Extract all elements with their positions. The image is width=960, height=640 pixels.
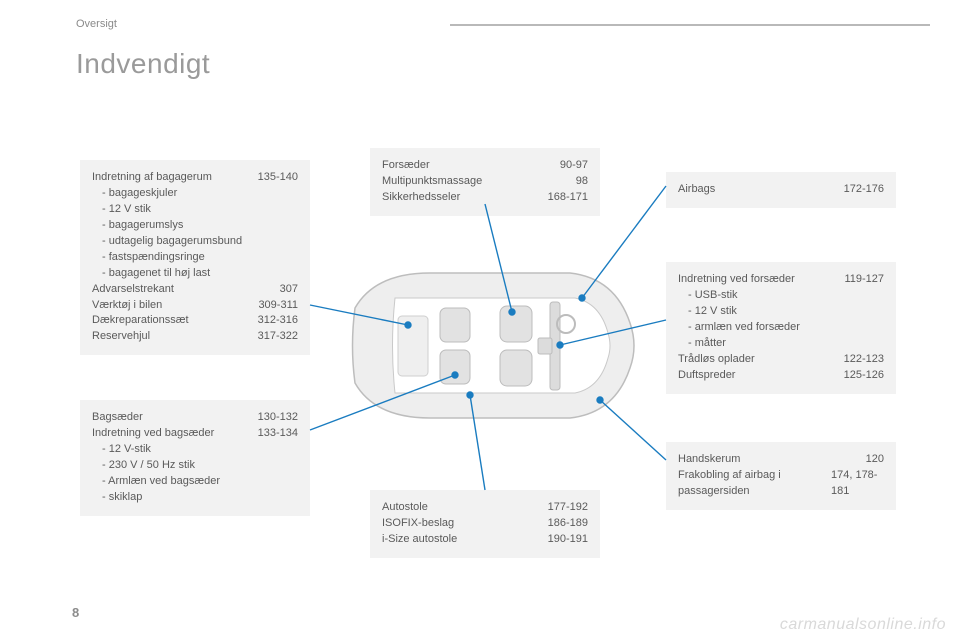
pages: 172-176 (844, 182, 884, 198)
label: Duftspreder (678, 368, 735, 384)
label: Bagsæder (92, 410, 143, 426)
label: Handskerum (678, 452, 740, 468)
list-item: 12 V stik (678, 304, 884, 320)
pages: 98 (576, 174, 588, 190)
pages: 177-192 (548, 500, 588, 516)
label: ISOFIX-beslag (382, 516, 454, 532)
pages: 133-134 (258, 426, 298, 442)
pages: 125-126 (844, 368, 884, 384)
label: Sikkerhedsseler (382, 190, 460, 206)
list-item: bagageskjuler (92, 186, 298, 202)
list-item: 12 V stik (92, 202, 298, 218)
page-number: 8 (72, 605, 79, 620)
pages: 90-97 (560, 158, 588, 174)
list-item: bagagenet til høj last (92, 266, 298, 282)
trunk-main-label: Indretning af bagagerum (92, 170, 212, 186)
callout-front-seats: Forsæder 90-97 Multipunktsmassage 98 Sikke… (370, 148, 600, 216)
callout-trunk: Indretning af bagagerum 135-140 bagagesk… (80, 160, 310, 355)
label: Autostole (382, 500, 428, 516)
label: Reservehjul (92, 329, 150, 345)
callout-front-fittings: Indretning ved forsæder 119-127 USB-stik… (666, 262, 896, 394)
label: Indretning ved bagsæder (92, 426, 214, 442)
pages: 122-123 (844, 352, 884, 368)
label: Airbags (678, 182, 715, 198)
pages: 130-132 (258, 410, 298, 426)
list-item: 230 V / 50 Hz stik (92, 458, 298, 474)
list-item: skiklap (92, 490, 298, 506)
header-rule (450, 24, 930, 26)
list-item: Armlæn ved bagsæder (92, 474, 298, 490)
label: Værktøj i bilen (92, 298, 162, 314)
label: Multipunktsmassage (382, 174, 482, 190)
label: Frakobling af airbag i passagersiden (678, 468, 823, 500)
label: Dækreparationssæt (92, 313, 189, 329)
callout-child-seats: Autostole 177-192 ISOFIX-beslag 186-189 i-… (370, 490, 600, 558)
list-item: USB-stik (678, 288, 884, 304)
label: Advarselstrekant (92, 282, 174, 298)
pages: 168-171 (548, 190, 588, 206)
front-fit-label: Indretning ved forsæder (678, 272, 795, 288)
label: i-Size autostole (382, 532, 457, 548)
callout-glovebox: Handskerum 120 Frakobling af airbag i pas… (666, 442, 896, 510)
pages: 312-316 (258, 313, 298, 329)
list-item: måtter (678, 336, 884, 352)
trunk-main-pages: 135-140 (258, 170, 298, 186)
watermark: carmanualsonline.info (780, 616, 946, 634)
pages: 174, 178-181 (831, 468, 884, 500)
pages: 317-322 (258, 329, 298, 345)
page-title: Indvendigt (76, 48, 210, 80)
list-item: armlæn ved forsæder (678, 320, 884, 336)
section-label: Oversigt (76, 18, 117, 30)
rear-seats-sub: 12 V-stik 230 V / 50 Hz stik Armlæn ved … (92, 442, 298, 506)
list-item: fastspændingsringe (92, 250, 298, 266)
front-fit-pages: 119-127 (844, 272, 884, 288)
list-item: udtagelig bagagerumsbund (92, 234, 298, 250)
pages: 309-311 (258, 298, 298, 314)
pages: 186-189 (548, 516, 588, 532)
pages: 120 (866, 452, 884, 468)
list-item: 12 V-stik (92, 442, 298, 458)
label: Forsæder (382, 158, 430, 174)
trunk-sub-list: bagageskjuler 12 V stik bagagerumslys ud… (92, 186, 298, 282)
vehicle-diagram (340, 258, 640, 433)
pages: 307 (280, 282, 298, 298)
list-item: bagagerumslys (92, 218, 298, 234)
callout-rear-seats: Bagsæder130-132 Indretning ved bagsæder1… (80, 400, 310, 516)
front-fit-sub: USB-stik 12 V stik armlæn ved forsæder m… (678, 288, 884, 352)
label: Trådløs oplader (678, 352, 755, 368)
callout-airbags: Airbags 172-176 (666, 172, 896, 208)
pages: 190-191 (548, 532, 588, 548)
